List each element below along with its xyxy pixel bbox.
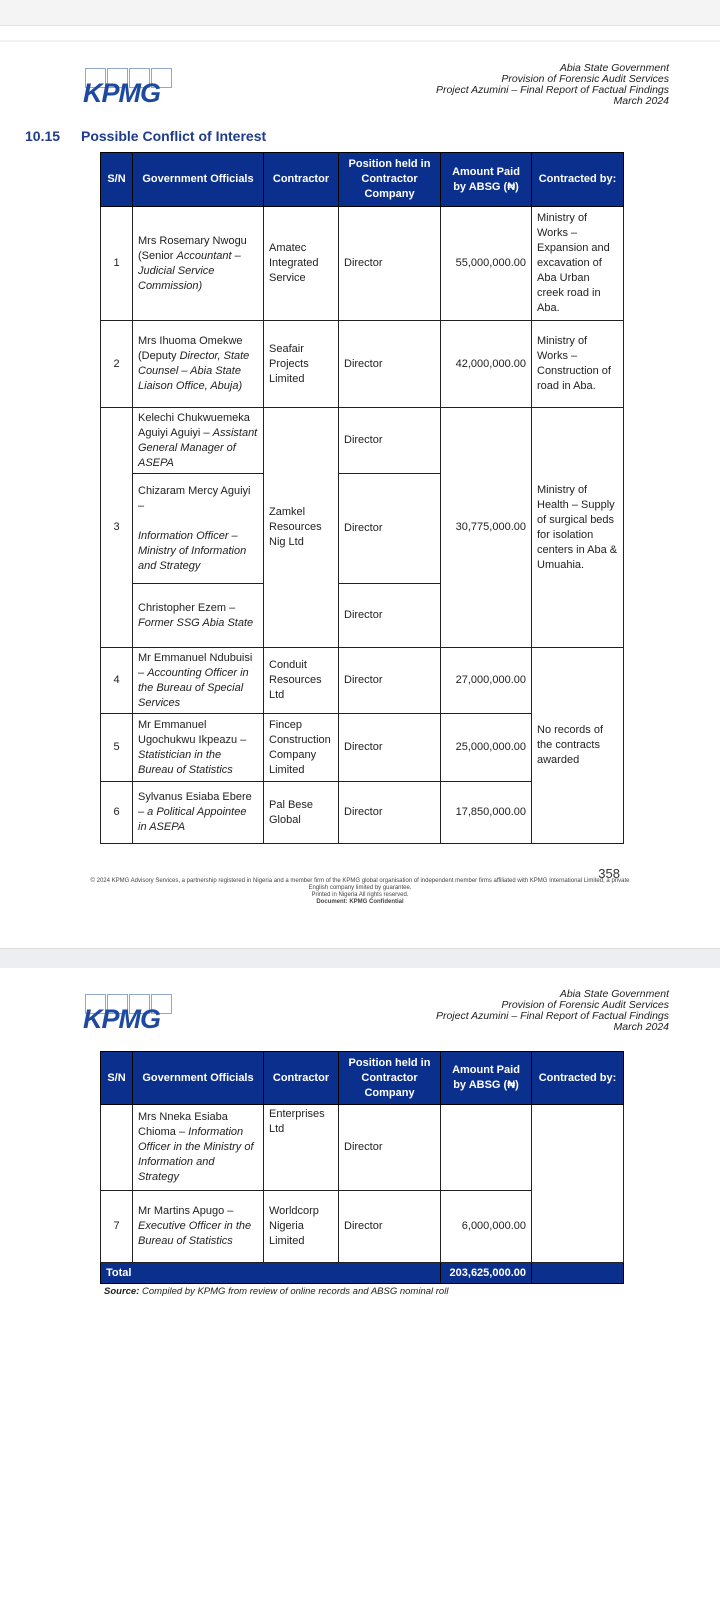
column-header: Position held in Contractor Company [338,152,441,207]
table-cell: Director [338,1104,441,1191]
table-cell: Director [338,473,441,584]
page-separator [0,948,720,969]
page-header: Abia State Government Provision of Forens… [435,62,669,107]
table-cell: 3 [100,407,133,648]
table-cell: Ministry of Works – Construction of road… [531,320,624,408]
table-cell: Ministry of Health – Supply of surgical … [531,407,624,648]
kpmg-logo: KPMG [83,994,175,1036]
table-header-row: S/N Government Officials Contractor Positio… [100,152,624,207]
table-row: 1 Mrs Rosemary Nwogu (Senior Accountant … [100,206,624,321]
source-note: Source: Compiled by KPMG from review of … [104,1286,449,1297]
table-cell: Director [338,781,441,844]
viewer-top-bar [0,0,720,26]
table-cell: Zamkel Resources Nig Ltd [263,407,339,648]
column-header: Government Officials [132,152,264,207]
table-cell: 5 [100,713,133,782]
table-cell: Mr Martins Apugo – Executive Officer in … [132,1190,264,1263]
page-358: KPMG Abia State Government Provision of F… [0,42,720,948]
page-number: 358 [598,866,620,881]
table-cell: Amatec Integrated Service [263,206,339,321]
column-header: Amount Paid by ABSG (₦) [440,1051,532,1105]
table-cell [440,1104,532,1191]
conflict-of-interest-table: S/N Government Officials Contractor Positio… [100,152,624,844]
section-heading: 10.15 Possible Conflict of Interest [25,128,267,144]
table-cell [531,1262,624,1284]
page-header: Abia State Government Provision of Forens… [435,988,669,1033]
table-row: 5 Mr Emmanuel Ugochukwu Ikpeazu – Statis… [100,713,624,782]
table-cell: Director [338,1190,441,1263]
table-cell: Director [338,647,441,714]
table-cell: Director [338,320,441,408]
page-footer: © 2024 KPMG Advisory Services, a partner… [90,878,630,905]
table-cell: Fincep Construction Company Limited [263,713,339,782]
table-cell: Total [100,1262,441,1284]
column-header: Contracted by: [531,1051,624,1105]
table-row: 6 Sylvanus Esiaba Ebere – a Political Ap… [100,781,624,844]
table-cell: Kelechi Chukwuemeka Aguiyi Aguiyi – Assi… [132,407,264,474]
table-cell: Director [338,583,441,648]
column-header: Position held in Contractor Company [338,1051,441,1105]
table-cell: Mrs Rosemary Nwogu (Senior Accountant – … [132,206,264,321]
table-cell: 27,000,000.00 [440,647,532,714]
table-row: 2 Mrs Ihuoma Omekwe (Deputy Director, St… [100,320,624,408]
table-cell: Conduit Resources Ltd [263,647,339,714]
table-cell: No records of the contracts awarded [531,647,624,844]
column-header: Contracted by: [531,152,624,207]
table-header-row: S/N Government Officials Contractor Positio… [100,1051,624,1105]
table-row: 7 Mr Martins Apugo – Executive Officer i… [100,1190,624,1263]
table-cell: Mrs Nneka Esiaba Chioma – Information Of… [132,1104,264,1191]
table-cell: Mr Emmanuel Ndubuisi – Accounting Office… [132,647,264,714]
table-cell: Christopher Ezem – Former SSG Abia State [132,583,264,648]
column-header: S/N [100,152,133,207]
table-cell: 25,000,000.00 [440,713,532,782]
table-cell: 6 [100,781,133,844]
table-cell: Mrs Ihuoma Omekwe (Deputy Director, Stat… [132,320,264,408]
table-cell [100,1104,133,1191]
table-cell: Seafair Projects Limited [263,320,339,408]
column-header: Contractor [263,1051,339,1105]
table-cell [531,1104,624,1263]
table-row: Mrs Nneka Esiaba Chioma – Information Of… [100,1104,624,1263]
kpmg-logo: KPMG [83,68,175,110]
table-cell: Director [338,206,441,321]
table-cell: 6,000,000.00 [440,1190,532,1263]
column-header: Government Officials [132,1051,264,1105]
table-cell: Chizaram Mercy Aguiyi – Information Offic… [132,473,264,584]
table-row: Christopher Ezem – Former SSG Abia State … [101,583,624,648]
table-cell: Mr Emmanuel Ugochukwu Ikpeazu – Statisti… [132,713,264,782]
table-row: 4 Mr Emmanuel Ndubuisi – Accounting Offi… [100,647,624,844]
table-cell: Worldcorp Nigeria Limited [263,1190,339,1263]
table-cell: Ministry of Works – Expansion and excava… [531,206,624,321]
column-header: S/N [100,1051,133,1105]
table-cell: 2 [100,320,133,408]
page-359: KPMG Abia State Government Provision of F… [0,968,720,1612]
table-cell: 7 [100,1190,133,1263]
table-cell: 1 [100,206,133,321]
table-cell: Sylvanus Esiaba Ebere – a Political Appo… [132,781,264,844]
table-cell: 203,625,000.00 [440,1262,532,1284]
column-header: Contractor [263,152,339,207]
table-cell: 55,000,000.00 [440,206,532,321]
column-header: Amount Paid by ABSG (₦) [440,152,532,207]
conflict-of-interest-table-continued: S/N Government Officials Contractor Positio… [100,1051,624,1284]
total-row: Total 203,625,000.00 [100,1262,624,1284]
table-cell: 30,775,000.00 [440,407,532,648]
table-cell: Director [338,713,441,782]
table-cell: 42,000,000.00 [440,320,532,408]
table-cell: Enterprises Ltd [263,1104,339,1191]
table-cell: 17,850,000.00 [440,781,532,844]
table-cell: Director [338,407,441,474]
table-cell: 4 [100,647,133,714]
table-row: 3 Kelechi Chukwuemeka Aguiyi Aguiyi – As… [100,407,624,648]
table-row: Chizaram Mercy Aguiyi – Information Offic… [101,473,624,584]
table-cell: Pal Bese Global [263,781,339,844]
